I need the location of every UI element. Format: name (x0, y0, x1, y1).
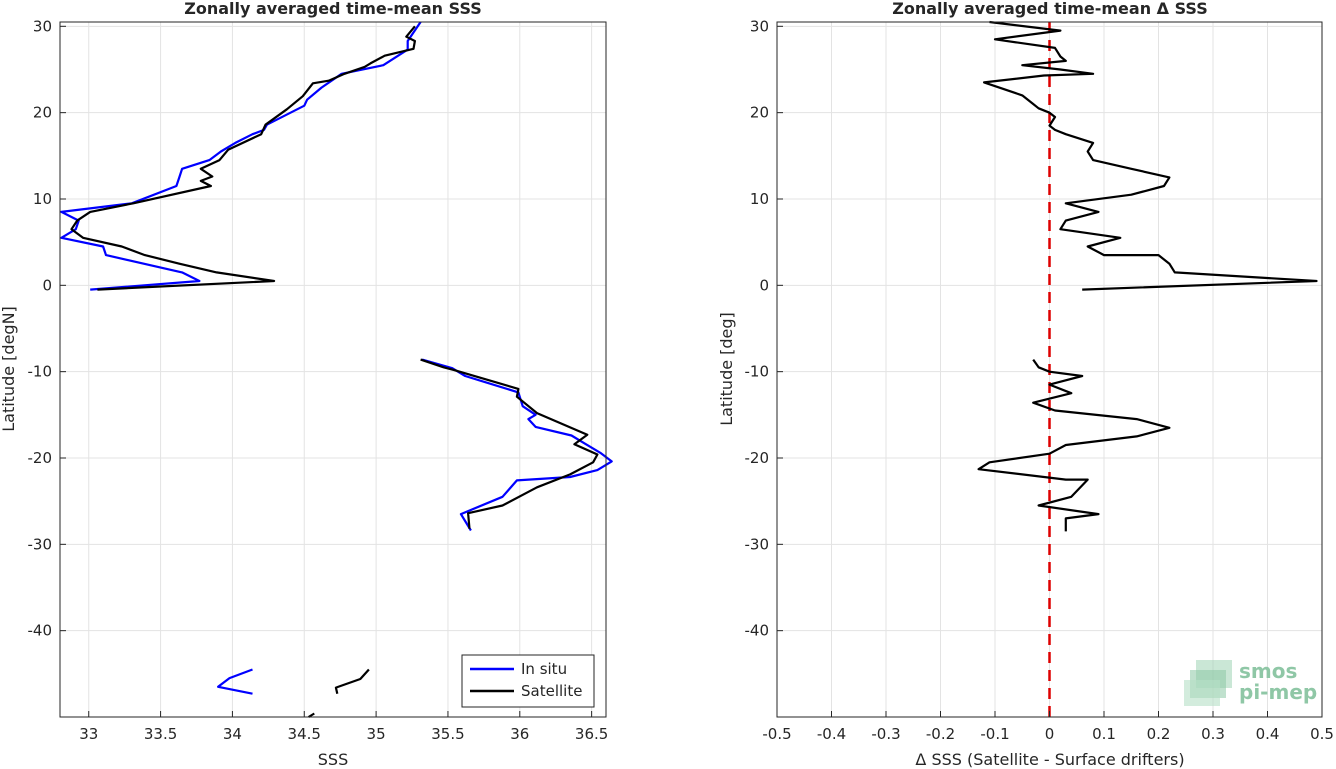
delta-sss-x-tick-label: 0 (1045, 725, 1055, 743)
legend-label-satellite: Satellite (521, 682, 582, 700)
sss-legend: In situ Satellite (461, 654, 595, 708)
delta-sss-ticks: -0.5 -0.4 -0.3 -0.2 -0.1 0 0.1 0.2 0.3 0.4 0.5 -40 -… (745, 17, 1334, 743)
delta-sss-y-tick-label: -40 (745, 622, 770, 640)
sss-y-tick-label: -10 (28, 363, 53, 381)
delta-sss-line-series (977, 358, 1171, 532)
sss-y-tick-label: -30 (28, 535, 53, 553)
sss-y-tick-label: -40 (28, 622, 53, 640)
sss-axes-frame (59, 21, 607, 718)
sss-line-in-situ (60, 21, 422, 291)
sss-x-tick-label: 34 (223, 725, 242, 743)
logo-text-smos: smos (1239, 659, 1297, 683)
delta-sss-y-tick-label: 10 (750, 190, 769, 208)
logo-layer (1184, 680, 1220, 706)
sss-x-tick-label: 33.5 (144, 725, 177, 743)
sss-y-tick-label: 20 (33, 104, 52, 122)
sss-x-axis-label: SSS (318, 750, 348, 769)
sss-y-axis-label: Latitude [degN] (0, 306, 18, 432)
delta-sss-x-tick-label: -0.1 (980, 725, 1009, 743)
sss-x-tick-label: 35 (367, 725, 386, 743)
delta-sss-x-tick-label: 0.2 (1147, 725, 1171, 743)
sss-legend-box (461, 654, 595, 708)
delta-sss-chart-title: Zonally averaged time-mean Δ SSS (892, 0, 1208, 18)
delta-sss-x-tick-label: -0.2 (926, 725, 955, 743)
delta-sss-y-axis-label: Latitude [deg] (717, 312, 736, 426)
sss-y-tick-label: 30 (33, 17, 52, 35)
sss-line-satellite (334, 668, 370, 694)
sss-series-lines (60, 21, 613, 718)
sss-line-in-situ (421, 358, 613, 532)
sss-x-tick-label: 36 (510, 725, 529, 743)
sss-line-satellite (308, 712, 315, 718)
smos-pi-mep-logo: smos pi-mep (1184, 659, 1317, 706)
delta-sss-x-tick-label: 0.3 (1201, 725, 1225, 743)
sss-y-tick-label: 0 (42, 276, 52, 294)
delta-sss-line-series (982, 20, 1318, 291)
sss-line-satellite (70, 25, 416, 291)
legend-label-in-situ: In situ (521, 660, 567, 678)
sss-y-tick-label: 10 (33, 190, 52, 208)
delta-sss-y-tick-label: -10 (745, 363, 770, 381)
delta-sss-y-tick-label: 20 (750, 104, 769, 122)
sss-x-tick-label: 36.5 (575, 725, 608, 743)
delta-sss-x-tick-label: 0.1 (1092, 725, 1116, 743)
delta-sss-panel: -0.5 -0.4 -0.3 -0.2 -0.1 0 0.1 0.2 0.3 0.4 0.5 -40 -… (717, 0, 1334, 769)
delta-sss-x-tick-label: 0.5 (1310, 725, 1334, 743)
sss-line-satellite (420, 358, 599, 529)
sss-panel: 33 33.5 34 34.5 35 35.5 36 36.5 -40 -30 -20 -10 0 10 2… (0, 0, 613, 769)
sss-x-tick-label: 33 (79, 725, 98, 743)
delta-sss-x-tick-label: -0.4 (817, 725, 846, 743)
delta-sss-y-tick-label: 30 (750, 17, 769, 35)
delta-sss-y-tick-label: -20 (745, 449, 770, 467)
delta-sss-x-tick-label: -0.3 (871, 725, 900, 743)
sss-ticks: 33 33.5 34 34.5 35 35.5 36 36.5 -40 -30 -20 -10 0 10 2… (28, 17, 609, 743)
delta-sss-x-axis-label: Δ SSS (Satellite - Surface drifters) (915, 750, 1184, 769)
sss-y-tick-label: -20 (28, 449, 53, 467)
delta-sss-x-tick-label: 0.4 (1256, 725, 1280, 743)
delta-sss-y-tick-label: 0 (759, 276, 769, 294)
delta-sss-x-tick-label: -0.5 (762, 725, 791, 743)
sss-line-in-situ (217, 668, 253, 695)
delta-sss-y-tick-label: -30 (745, 535, 770, 553)
delta-sss-series-lines (977, 20, 1318, 532)
logo-text-pi-mep: pi-mep (1239, 680, 1317, 704)
sss-chart-title: Zonally averaged time-mean SSS (184, 0, 482, 18)
sss-x-tick-label: 34.5 (288, 725, 321, 743)
sss-x-tick-label: 35.5 (431, 725, 464, 743)
sss-gridlines (60, 22, 606, 717)
